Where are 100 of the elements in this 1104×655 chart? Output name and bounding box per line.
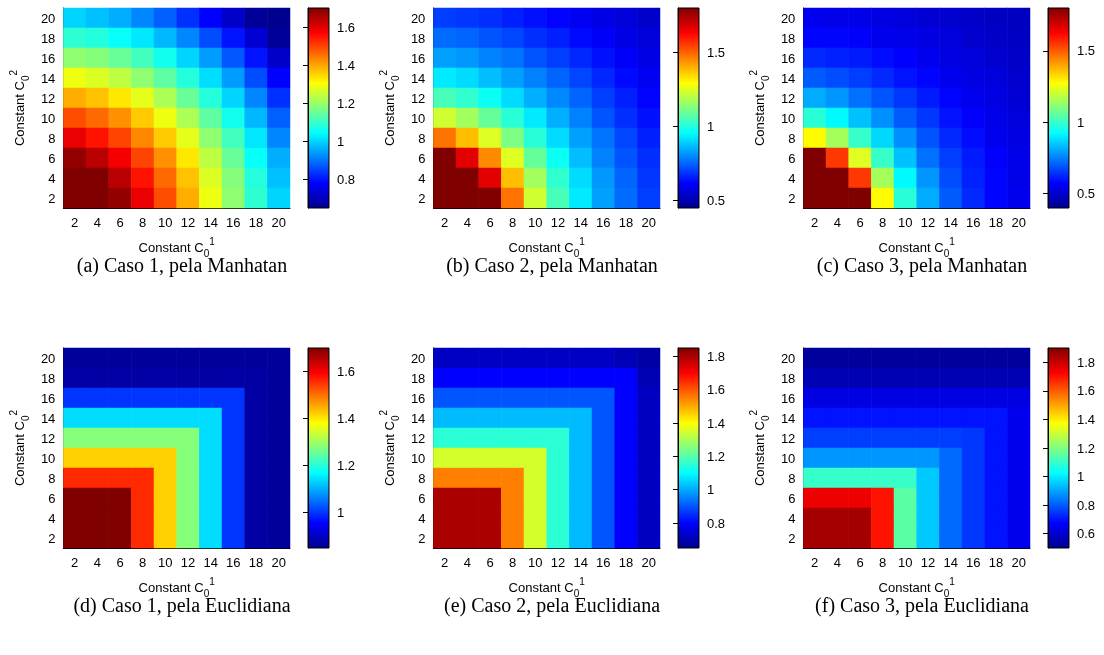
y-tick-label: 20 <box>780 350 796 366</box>
y-tick-label: 16 <box>410 390 426 406</box>
x-tick-label: 20 <box>641 555 656 570</box>
y-tick-label: 12 <box>40 430 56 446</box>
x-tick-label: 2 <box>811 555 819 570</box>
y-tick-label: 4 <box>788 510 796 526</box>
y-tick-label: 20 <box>410 350 426 366</box>
x-tick-label: 18 <box>988 215 1004 230</box>
y-tick-label: 12 <box>780 430 796 446</box>
y-tick-label: 14 <box>780 410 796 426</box>
color-bar-label: 1.2 <box>337 458 356 474</box>
x-tick-label: 2 <box>441 215 449 230</box>
color-bar-label: 1.6 <box>337 19 356 35</box>
y-tick-label: 6 <box>418 150 426 166</box>
y-tick-label: 6 <box>48 490 56 506</box>
x-tick-label: 6 <box>116 555 124 570</box>
color-bar-label: 1.4 <box>337 411 356 427</box>
y-tick-label: 4 <box>788 170 796 186</box>
y-axis-title: Constant C02 <box>747 409 771 487</box>
y-tick-label: 8 <box>788 130 796 146</box>
x-tick-label: 14 <box>943 555 958 570</box>
x-tick-label: 8 <box>139 555 147 570</box>
y-tick-label: 10 <box>410 110 426 126</box>
y-tick-label: 2 <box>418 530 426 546</box>
color-bar-label: 0.6 <box>1077 526 1096 542</box>
y-tick-label: 14 <box>780 70 796 86</box>
y-tick-label: 4 <box>418 510 426 526</box>
y-axis-title: Constant C02 <box>7 409 31 487</box>
x-tick-label: 2 <box>71 215 79 230</box>
color-bar-label: 1.8 <box>707 348 726 364</box>
x-tick-label: 8 <box>509 555 517 570</box>
color-bar-label: 1.5 <box>1077 43 1096 59</box>
x-tick-label: 10 <box>158 555 173 570</box>
y-tick-label: 12 <box>410 90 426 106</box>
y-tick-label: 14 <box>40 410 56 426</box>
y-axis-title: Constant C02 <box>377 409 401 487</box>
x-tick-label: 6 <box>486 555 494 570</box>
y-tick-label: 18 <box>780 370 796 386</box>
y-tick-label: 20 <box>40 10 56 26</box>
y-tick-label: 8 <box>418 130 426 146</box>
x-tick-label: 20 <box>641 215 656 230</box>
y-tick-label: 16 <box>40 390 56 406</box>
color-bar-label: 1.5 <box>707 44 726 60</box>
x-tick-label: 20 <box>271 215 286 230</box>
y-tick-label: 10 <box>410 450 426 466</box>
x-tick-label: 2 <box>71 555 79 570</box>
color-bar-label: 1 <box>1077 114 1085 130</box>
y-tick-label: 4 <box>48 170 56 186</box>
x-tick-label: 10 <box>158 215 173 230</box>
x-tick-label: 10 <box>898 215 913 230</box>
x-tick-label: 6 <box>486 215 494 230</box>
y-tick-label: 12 <box>410 430 426 446</box>
y-tick-label: 10 <box>40 450 56 466</box>
color-bar-label: 1.4 <box>1077 411 1096 427</box>
x-tick-label: 12 <box>920 215 936 230</box>
y-tick-label: 18 <box>410 30 426 46</box>
x-tick-label: 18 <box>618 555 634 570</box>
x-tick-label: 8 <box>879 215 887 230</box>
x-tick-label: 8 <box>139 215 147 230</box>
x-tick-label: 20 <box>1011 555 1026 570</box>
color-bar-label: 0.5 <box>1077 186 1096 202</box>
y-tick-label: 20 <box>780 10 796 26</box>
color-bar-label: 0.5 <box>707 193 726 209</box>
y-tick-label: 14 <box>40 70 56 86</box>
x-tick-label: 6 <box>116 215 124 230</box>
y-tick-label: 16 <box>410 50 426 66</box>
x-tick-label: 14 <box>573 215 588 230</box>
color-bar-label: 1 <box>337 133 345 149</box>
x-tick-label: 4 <box>833 215 841 230</box>
y-tick-label: 6 <box>788 150 796 166</box>
x-tick-label: 12 <box>180 215 196 230</box>
x-tick-label: 20 <box>271 555 286 570</box>
x-tick-label: 14 <box>203 555 218 570</box>
x-tick-label: 10 <box>528 555 543 570</box>
x-tick-label: 16 <box>596 555 611 570</box>
x-tick-label: 12 <box>550 555 566 570</box>
color-bar-label: 1 <box>337 505 345 521</box>
color-bar-label: 1.2 <box>337 95 356 111</box>
color-bar-label: 0.8 <box>707 515 726 531</box>
y-tick-label: 8 <box>788 470 796 486</box>
x-tick-label: 12 <box>550 215 566 230</box>
color-bar-label: 1 <box>1077 469 1085 485</box>
color-bar-label: 1 <box>707 119 715 135</box>
x-tick-label: 14 <box>573 555 588 570</box>
y-tick-label: 18 <box>40 370 56 386</box>
y-tick-label: 14 <box>410 410 426 426</box>
x-tick-label: 4 <box>463 215 471 230</box>
y-tick-label: 2 <box>788 530 796 546</box>
color-bar-label: 0.8 <box>1077 497 1096 513</box>
x-tick-label: 10 <box>528 215 543 230</box>
x-tick-label: 16 <box>596 215 611 230</box>
x-tick-label: 2 <box>811 215 819 230</box>
y-tick-label: 4 <box>48 510 56 526</box>
y-tick-label: 18 <box>780 30 796 46</box>
y-tick-label: 6 <box>788 490 796 506</box>
color-bar-label: 1.8 <box>1077 354 1096 370</box>
y-tick-label: 10 <box>780 450 796 466</box>
x-tick-label: 4 <box>463 555 471 570</box>
x-tick-label: 4 <box>93 215 101 230</box>
y-tick-label: 20 <box>40 350 56 366</box>
